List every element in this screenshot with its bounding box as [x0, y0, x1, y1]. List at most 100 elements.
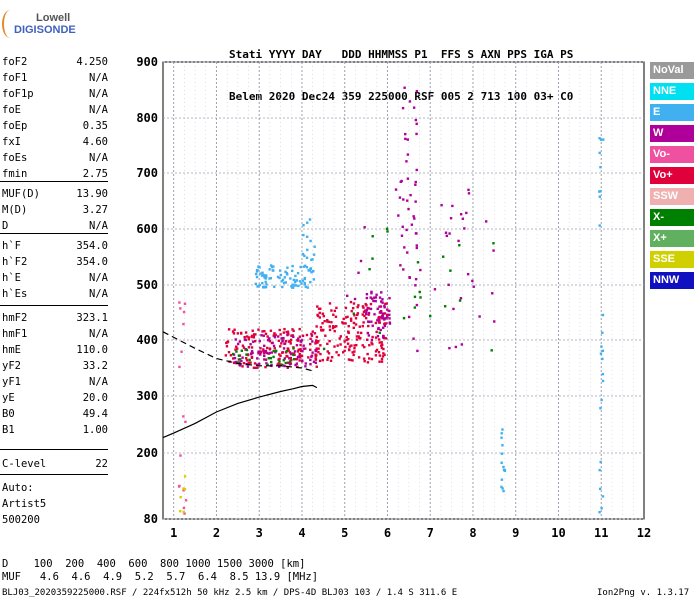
- trace-point: [368, 268, 371, 271]
- trace-point: [375, 293, 378, 296]
- trace-point: [601, 349, 605, 353]
- trace-point: [301, 252, 305, 256]
- trace-point: [281, 340, 284, 343]
- extrapolated-profile: [162, 331, 313, 372]
- trace-point: [254, 333, 257, 336]
- trace-point: [273, 332, 276, 335]
- trace-point: [240, 349, 244, 352]
- trace-point: [363, 226, 366, 229]
- trace-point: [307, 269, 310, 272]
- trace-point: [601, 313, 605, 317]
- logo-line1: Lowell: [36, 12, 71, 24]
- param-key: M(D): [2, 204, 28, 216]
- trace-point: [315, 347, 318, 350]
- trace-point: [458, 299, 462, 302]
- trace-point: [179, 495, 182, 499]
- trace-point: [367, 307, 371, 310]
- trace-point: [244, 357, 248, 360]
- trace-point: [299, 340, 303, 343]
- trace-point: [371, 257, 374, 260]
- trace-point: [266, 363, 269, 366]
- trace-point: [367, 313, 370, 316]
- trace-point: [401, 225, 404, 228]
- trace-point: [246, 365, 250, 368]
- trace-point: [268, 339, 272, 343]
- trace-point: [375, 330, 378, 334]
- param-row-fmin: fmin 2.75: [2, 166, 108, 182]
- trace-point: [598, 468, 601, 472]
- trace-point: [362, 310, 366, 314]
- trace-point: [263, 276, 266, 279]
- trace-point: [406, 199, 409, 202]
- trace-point: [314, 361, 318, 365]
- trace-point: [301, 349, 304, 353]
- trace-point: [493, 320, 496, 323]
- trace-point: [297, 337, 300, 340]
- trace-point: [262, 334, 265, 337]
- trace-point: [321, 358, 325, 362]
- trace-point: [286, 333, 289, 337]
- trace-point: [245, 359, 249, 362]
- trace-point: [314, 358, 318, 361]
- x-tick-label: 3: [256, 526, 263, 540]
- trace-point: [351, 351, 354, 354]
- trace-point: [335, 351, 338, 354]
- footer-version: Ion2Png v. 1.3.17: [597, 588, 690, 598]
- logo-line2: DIGISONDE: [14, 24, 76, 36]
- param-key: B0: [2, 408, 15, 420]
- trace-point: [294, 274, 297, 278]
- trace-point: [284, 270, 287, 274]
- param-separator: [0, 305, 108, 306]
- trace-point: [249, 352, 253, 356]
- trace-point: [378, 305, 381, 308]
- trace-point: [374, 336, 378, 339]
- trace-point: [326, 320, 329, 323]
- trace-point: [400, 234, 404, 237]
- trace-point: [309, 267, 313, 270]
- trace-point: [279, 354, 282, 357]
- trace-point: [278, 328, 281, 332]
- trace-point: [252, 333, 256, 336]
- trace-point: [226, 340, 230, 343]
- trace-point: [352, 353, 355, 357]
- trace-point: [501, 487, 504, 490]
- trace-point: [304, 285, 307, 288]
- trace-point: [305, 256, 309, 260]
- param-row-hmf2: hmF2 323.1: [2, 310, 108, 326]
- trace-point: [451, 204, 454, 208]
- trace-point: [386, 315, 389, 319]
- trace-point: [252, 340, 255, 343]
- trace-point: [284, 361, 287, 365]
- trace-point: [373, 313, 376, 316]
- trace-point: [284, 339, 288, 343]
- trace-point: [272, 349, 275, 353]
- trace-point: [380, 315, 384, 318]
- trace-point: [409, 193, 412, 197]
- trace-point: [359, 331, 363, 335]
- trace-point: [408, 100, 412, 103]
- trace-point: [500, 485, 503, 489]
- trace-point: [352, 326, 355, 330]
- trace-point: [291, 328, 294, 331]
- trace-point: [179, 307, 182, 310]
- trace-point: [354, 317, 358, 320]
- trace-point: [383, 324, 387, 328]
- legend-item-vo: Vo-: [650, 146, 694, 163]
- trace-point: [286, 330, 290, 333]
- trace-point: [241, 344, 245, 347]
- trace-point: [282, 359, 285, 362]
- trace-point: [414, 183, 417, 186]
- trace-point: [288, 351, 292, 354]
- trace-point: [286, 266, 289, 269]
- trace-point: [371, 335, 374, 339]
- trace-point: [382, 312, 385, 315]
- trace-point: [274, 349, 278, 353]
- trace-point: [500, 436, 503, 439]
- trace-point: [254, 282, 257, 286]
- trace-point: [272, 334, 275, 337]
- legend-item-vo: Vo+: [650, 167, 694, 184]
- trace-point: [365, 296, 369, 300]
- trace-point: [361, 305, 365, 308]
- param-value: 323.1: [76, 312, 108, 324]
- trace-point: [286, 347, 289, 350]
